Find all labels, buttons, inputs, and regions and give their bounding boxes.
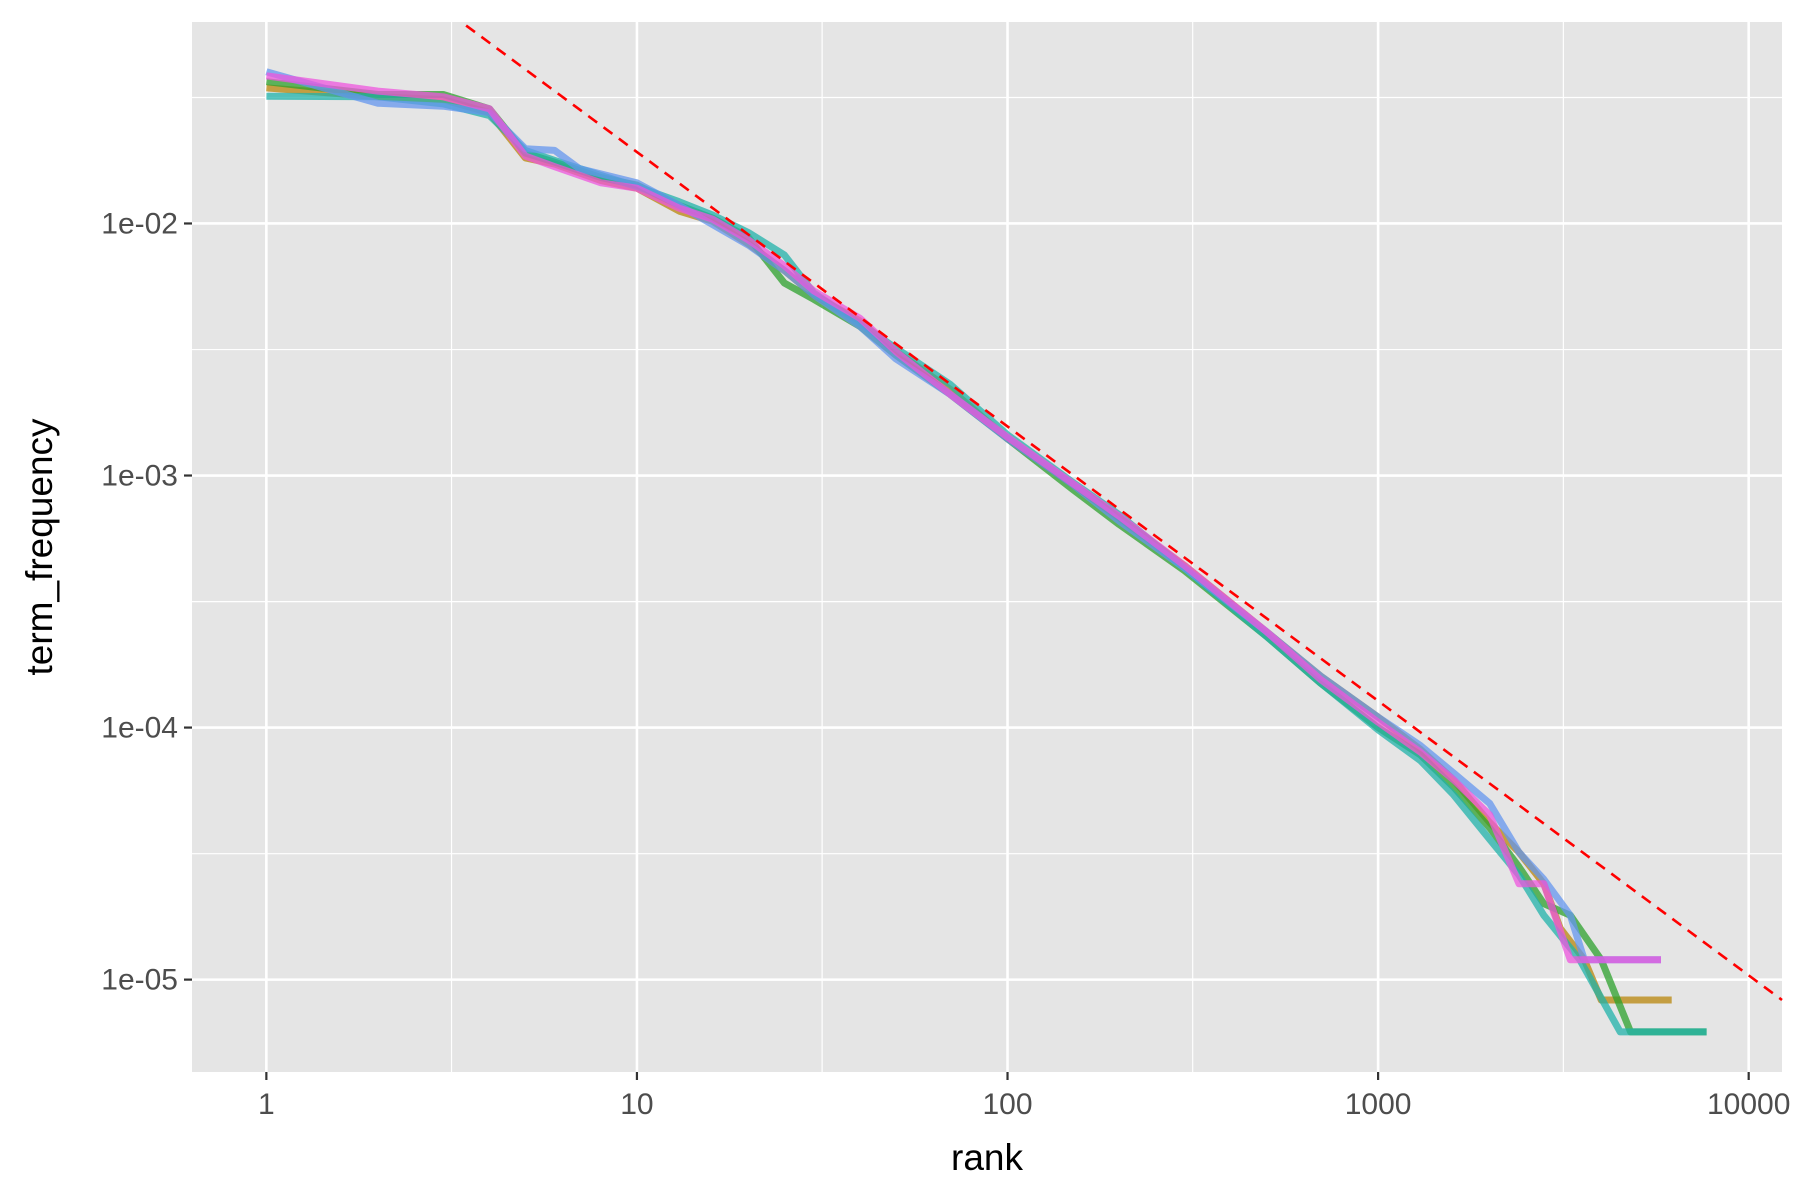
x-axis-title: rank — [951, 1137, 1023, 1178]
series-layer — [265, 68, 1707, 1036]
x-tick-label: 10 — [620, 1088, 653, 1121]
x-tick-label: 1 — [258, 1088, 275, 1121]
x-tick-label: 10000 — [1707, 1088, 1790, 1121]
plot-panel — [192, 22, 1782, 1072]
x-tick-label: 100 — [982, 1088, 1032, 1121]
x-tick-label: 1000 — [1345, 1088, 1412, 1121]
minor-gridlines — [192, 22, 1782, 1072]
y-tick-label: 1e-04 — [101, 712, 178, 745]
major-gridlines — [192, 22, 1782, 1072]
reference-line-layer — [465, 24, 1783, 1002]
y-axis-title: term_frequency — [19, 418, 60, 676]
series-line-5 — [265, 72, 1661, 964]
y-axis: 1e-02 1e-03 1e-04 1e-05 — [101, 207, 192, 997]
x-axis: 1 10 100 1000 10000 — [258, 1072, 1790, 1121]
y-tick-label: 1e-03 — [101, 460, 178, 493]
y-tick-label: 1e-02 — [101, 207, 178, 240]
reference-line — [465, 24, 1783, 1002]
y-tick-label: 1e-05 — [101, 964, 178, 997]
series-line-3 — [266, 92, 1707, 1036]
